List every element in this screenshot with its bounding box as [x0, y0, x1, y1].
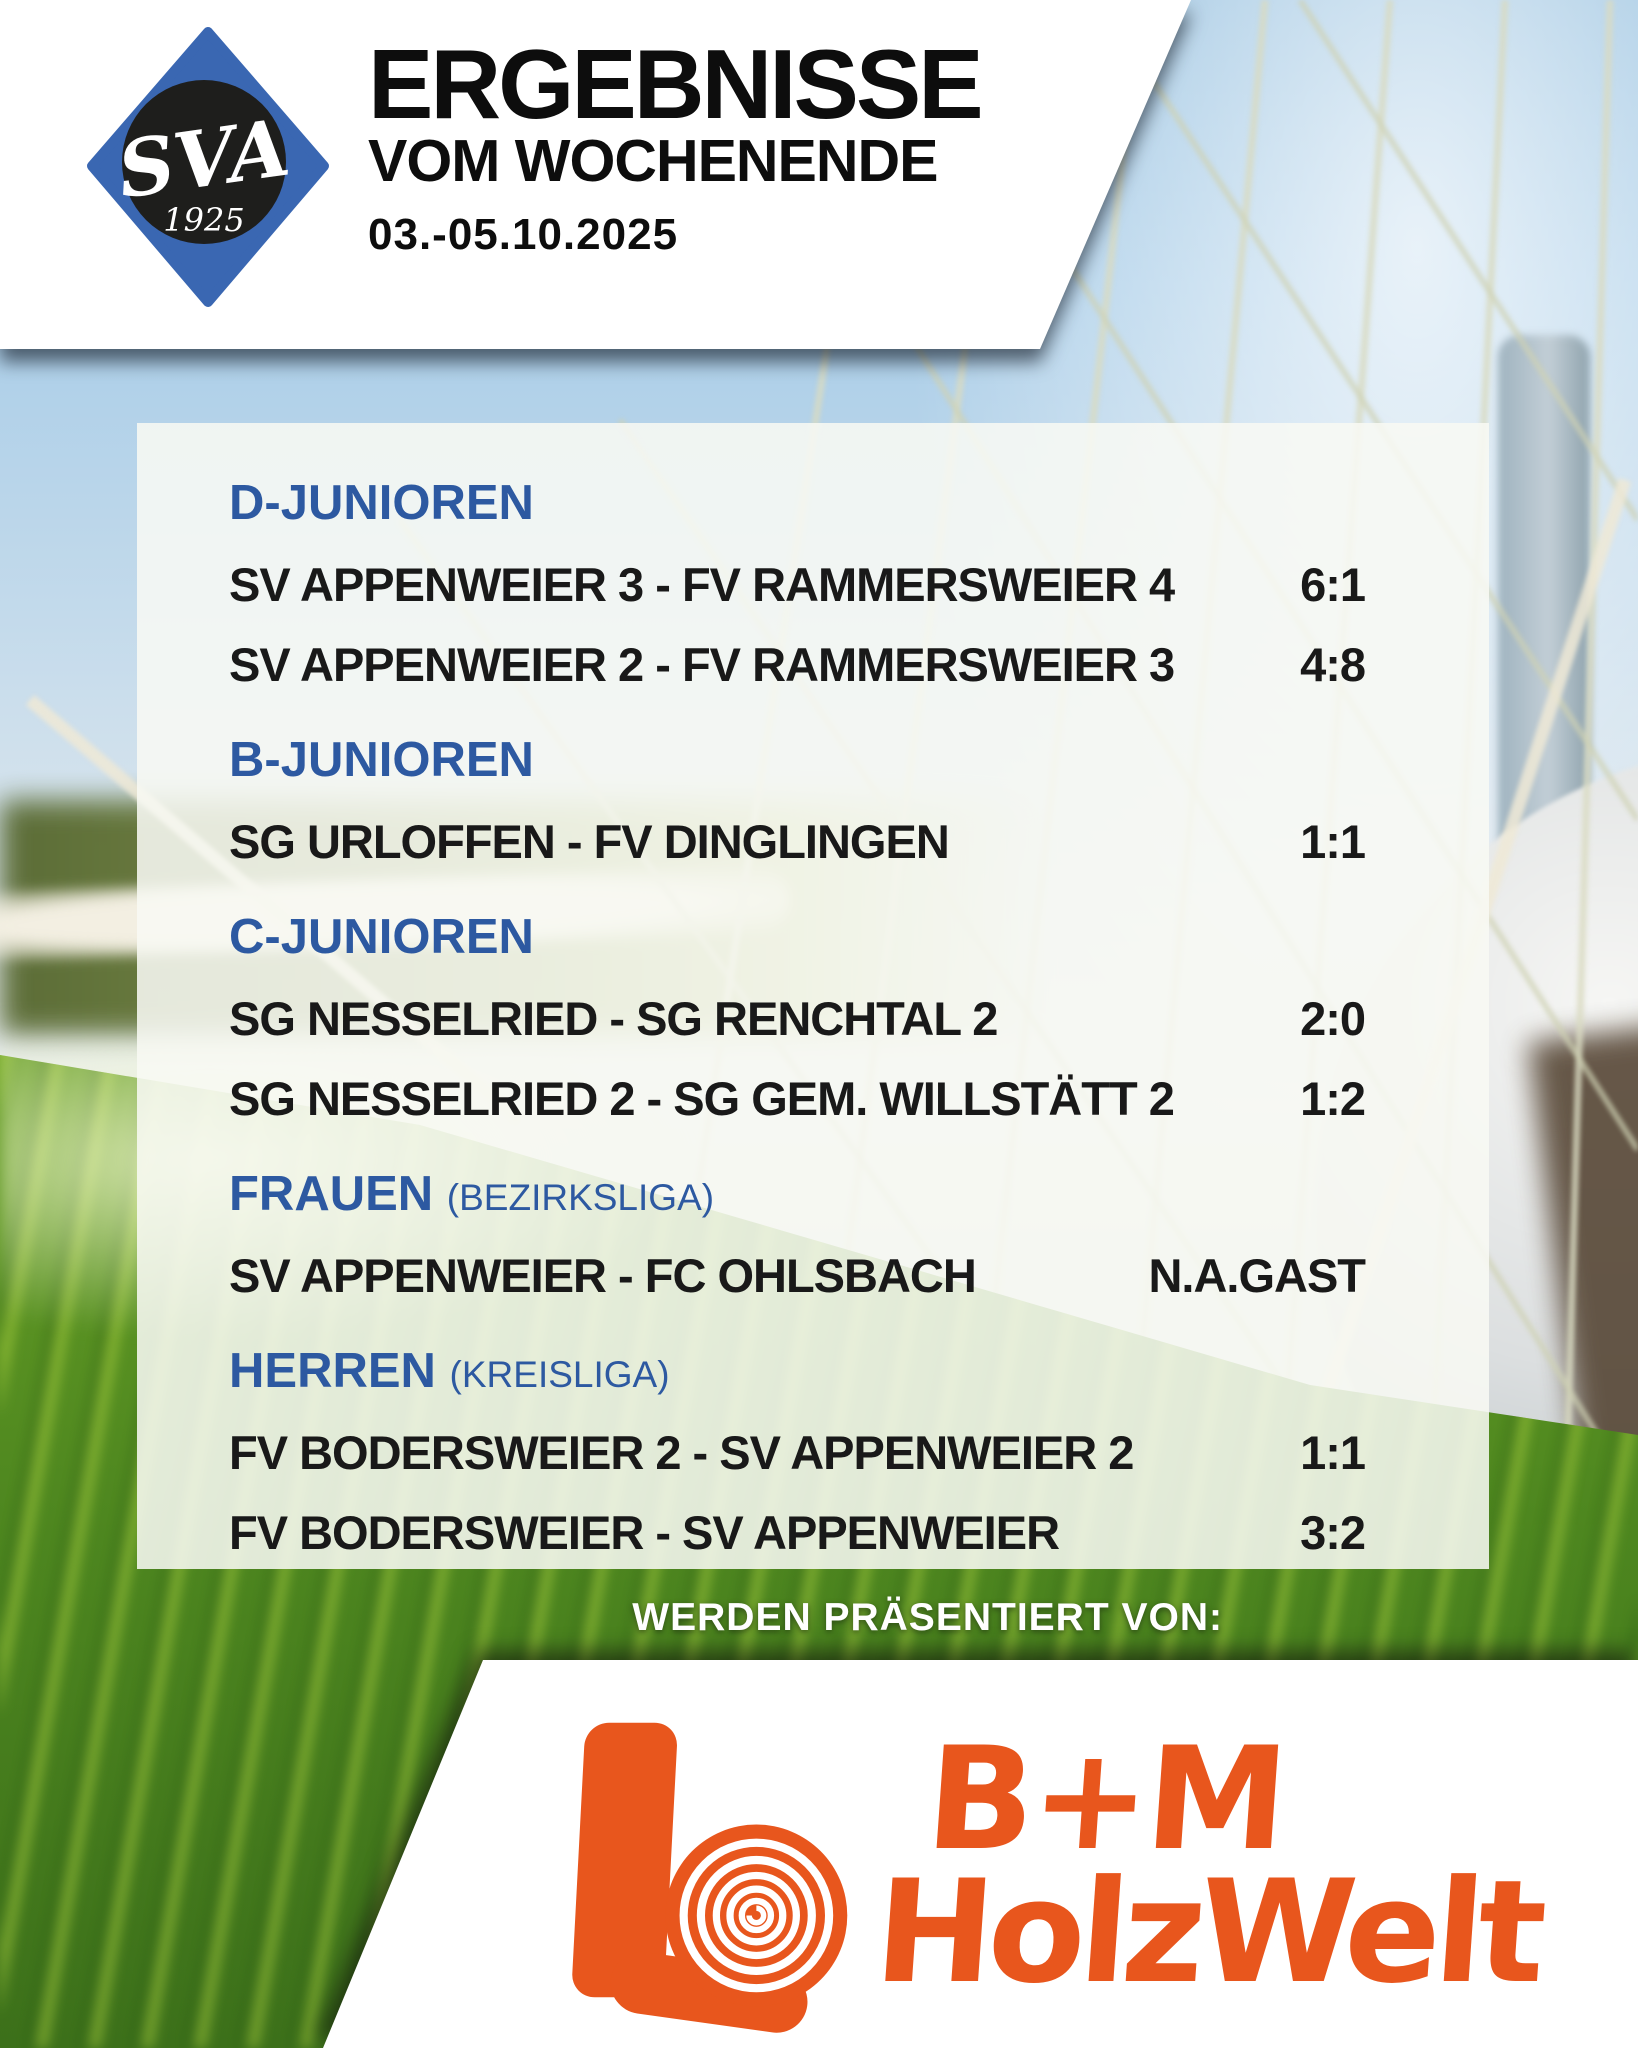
- match-row: SV APPENWEIER 3 - FV RAMMERSWEIER 4 6:1: [229, 558, 1366, 611]
- poster-subtitle: VOM WOCHENENDE: [368, 128, 938, 195]
- section-heading: D-JUNIOREN: [229, 479, 1365, 528]
- poster-title: ERGEBNISSE: [368, 29, 984, 139]
- match-score: 6:1: [1300, 558, 1366, 611]
- results-section-d-junioren: D-JUNIOREN SV APPENWEIER 3 - FV RAMMERSW…: [229, 479, 1366, 691]
- headline-block: ERGEBNISSE VOM WOCHENENDE 03.-05.10.2025: [368, 29, 984, 260]
- sponsor-name: B+M HolzWelt: [869, 1717, 1554, 2015]
- match-score: 2:0: [1300, 992, 1366, 1045]
- match-score: 1:2: [1300, 1072, 1366, 1125]
- results-panel: D-JUNIOREN SV APPENWEIER 3 - FV RAMMERSW…: [137, 423, 1489, 1569]
- presented-by-label: WERDEN PRÄSENTIERT VON:: [632, 1596, 1223, 1639]
- section-heading: B-JUNIOREN: [229, 736, 1365, 785]
- match-row: SG NESSELRIED - SG RENCHTAL 2 2:0: [229, 992, 1366, 1045]
- section-league-label: (KREISLIGA): [449, 1354, 670, 1395]
- match-teams: SV APPENWEIER - FC OHLSBACH: [229, 1249, 977, 1302]
- results-section-herren: HERREN (KREISLIGA) FV BODERSWEIER 2 - SV…: [229, 1347, 1366, 1559]
- match-teams: SG NESSELRIED 2 - SG GEM. WILLSTÄTT 2: [229, 1072, 1175, 1125]
- match-row: FV BODERSWEIER - SV APPENWEIER 3:2: [229, 1506, 1366, 1559]
- match-score: 4:8: [1300, 638, 1366, 691]
- section-heading-label: FRAUEN: [229, 1167, 434, 1221]
- sponsor-logo-mark: [572, 1722, 848, 2033]
- results-section-b-junioren: B-JUNIOREN SG URLOFFEN - FV DINGLINGEN 1…: [229, 736, 1366, 868]
- match-score: 1:1: [1300, 815, 1366, 868]
- match-teams: SG NESSELRIED - SG RENCHTAL 2: [229, 992, 998, 1045]
- section-heading-label: C-JUNIOREN: [229, 910, 534, 964]
- section-heading: FRAUEN (BEZIRKSLIGA): [229, 1170, 1365, 1219]
- match-row: FV BODERSWEIER 2 - SV APPENWEIER 2 1:1: [229, 1426, 1366, 1479]
- match-row: SG NESSELRIED 2 - SG GEM. WILLSTÄTT 2 1:…: [229, 1072, 1366, 1125]
- header-banner: SVA 1925 ERGEBNISSE VOM WOCHENENDE 03.-0…: [0, 0, 1638, 349]
- match-teams: SG URLOFFEN - FV DINGLINGEN: [229, 815, 950, 868]
- match-row: SG URLOFFEN - FV DINGLINGEN 1:1: [229, 815, 1366, 868]
- match-score: 1:1: [1300, 1426, 1366, 1479]
- match-teams: SV APPENWEIER 3 - FV RAMMERSWEIER 4: [229, 558, 1175, 611]
- match-row: SV APPENWEIER - FC OHLSBACH N.A.GAST: [229, 1249, 1366, 1302]
- sponsor-banner: B+M HolzWelt: [0, 1660, 1638, 2048]
- section-heading-label: HERREN: [229, 1344, 436, 1398]
- date-range: 03.-05.10.2025: [368, 210, 679, 260]
- sponsor-name-line1: B+M: [921, 1717, 1290, 1882]
- section-heading-label: B-JUNIOREN: [229, 733, 534, 787]
- section-league-label: (BEZIRKSLIGA): [446, 1177, 715, 1218]
- match-teams: SV APPENWEIER 2 - FV RAMMERSWEIER 3: [229, 638, 1175, 691]
- sva-club-crest: SVA 1925: [87, 27, 329, 307]
- sponsor-banner-shape: [323, 1660, 1638, 2048]
- sponsor-name-line2: HolzWelt: [869, 1849, 1546, 2015]
- section-heading-label: D-JUNIOREN: [229, 476, 534, 530]
- match-teams: FV BODERSWEIER 2 - SV APPENWEIER 2: [229, 1426, 1134, 1479]
- section-heading: HERREN (KREISLIGA): [229, 1347, 1365, 1396]
- match-score: N.A.GAST: [1148, 1249, 1366, 1302]
- match-teams: FV BODERSWEIER - SV APPENWEIER: [229, 1506, 1060, 1559]
- match-row: SV APPENWEIER 2 - FV RAMMERSWEIER 3 4:8: [229, 638, 1366, 691]
- results-section-c-junioren: C-JUNIOREN SG NESSELRIED - SG RENCHTAL 2…: [229, 913, 1366, 1125]
- results-section-frauen: FRAUEN (BEZIRKSLIGA) SV APPENWEIER - FC …: [229, 1170, 1366, 1302]
- club-year: 1925: [163, 201, 244, 239]
- section-heading: C-JUNIOREN: [229, 913, 1365, 962]
- match-score: 3:2: [1300, 1506, 1366, 1559]
